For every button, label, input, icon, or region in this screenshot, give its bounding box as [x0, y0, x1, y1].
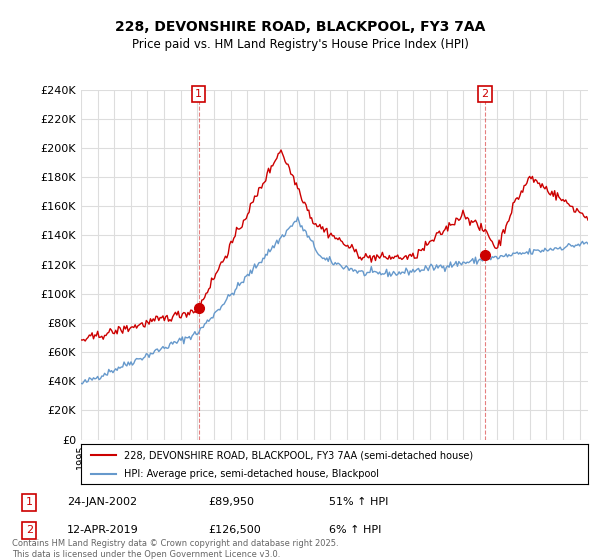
- Text: 51% ↑ HPI: 51% ↑ HPI: [329, 497, 388, 507]
- Text: £126,500: £126,500: [208, 525, 260, 535]
- Text: 2: 2: [481, 89, 488, 99]
- Text: 1: 1: [195, 89, 202, 99]
- Text: 228, DEVONSHIRE ROAD, BLACKPOOL, FY3 7AA: 228, DEVONSHIRE ROAD, BLACKPOOL, FY3 7AA: [115, 20, 485, 34]
- Text: 228, DEVONSHIRE ROAD, BLACKPOOL, FY3 7AA (semi-detached house): 228, DEVONSHIRE ROAD, BLACKPOOL, FY3 7AA…: [124, 450, 473, 460]
- Text: 6% ↑ HPI: 6% ↑ HPI: [329, 525, 381, 535]
- Text: 24-JAN-2002: 24-JAN-2002: [67, 497, 137, 507]
- Text: 12-APR-2019: 12-APR-2019: [67, 525, 139, 535]
- Text: Contains HM Land Registry data © Crown copyright and database right 2025.
This d: Contains HM Land Registry data © Crown c…: [12, 539, 338, 559]
- Text: Price paid vs. HM Land Registry's House Price Index (HPI): Price paid vs. HM Land Registry's House …: [131, 38, 469, 51]
- Text: £89,950: £89,950: [208, 497, 254, 507]
- Text: 2: 2: [26, 525, 33, 535]
- Text: 1: 1: [26, 497, 33, 507]
- Text: HPI: Average price, semi-detached house, Blackpool: HPI: Average price, semi-detached house,…: [124, 469, 379, 479]
